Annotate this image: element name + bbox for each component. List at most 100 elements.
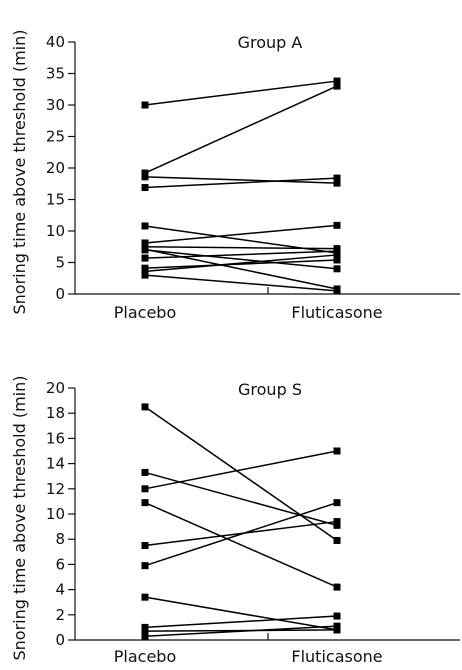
data-point-fluticasone bbox=[333, 626, 341, 634]
data-point-fluticasone bbox=[333, 447, 341, 455]
data-point-placebo bbox=[141, 593, 149, 601]
y-tick-label: 30 bbox=[46, 96, 65, 114]
series-line bbox=[144, 501, 338, 567]
y-tick-label: 10 bbox=[46, 222, 65, 240]
data-point-fluticasone bbox=[333, 612, 341, 620]
y-tick-label: 18 bbox=[46, 404, 65, 422]
y-tick-label: 4 bbox=[55, 581, 65, 599]
series-line bbox=[144, 177, 338, 189]
data-point-placebo bbox=[141, 271, 149, 279]
data-point-placebo bbox=[141, 562, 149, 570]
data-point-placebo bbox=[141, 246, 149, 254]
series-line bbox=[144, 625, 338, 637]
y-tick-label: 12 bbox=[46, 480, 65, 498]
series-pair bbox=[141, 622, 341, 640]
data-point-placebo bbox=[141, 403, 149, 411]
series-line bbox=[144, 615, 338, 629]
series-pair bbox=[141, 82, 341, 177]
y-tick-label: 5 bbox=[55, 254, 65, 272]
series-pair bbox=[141, 403, 341, 544]
chart-title: Group S bbox=[238, 380, 302, 399]
data-point-fluticasone bbox=[333, 221, 341, 229]
x-category-label: Fluticasone bbox=[291, 303, 382, 322]
data-point-fluticasone bbox=[333, 622, 341, 630]
data-point-fluticasone bbox=[333, 174, 341, 182]
series-line bbox=[144, 501, 338, 588]
data-point-fluticasone bbox=[333, 583, 341, 591]
data-point-placebo bbox=[141, 627, 149, 635]
series-line bbox=[144, 85, 338, 174]
series-line bbox=[144, 259, 338, 269]
data-point-placebo bbox=[141, 632, 149, 640]
y-tick-label: 6 bbox=[55, 555, 65, 573]
series-pair bbox=[141, 243, 341, 253]
y-tick-label: 20 bbox=[46, 379, 65, 397]
data-point-placebo bbox=[141, 239, 149, 247]
data-point-placebo bbox=[141, 468, 149, 476]
series-pair bbox=[141, 499, 341, 591]
y-tick-label: 0 bbox=[55, 631, 65, 649]
panel-group-a: 0 5 10 15 20 25 30 35 40 Placebo Fluticasone Snorin… bbox=[10, 30, 460, 322]
series-line bbox=[144, 176, 338, 184]
series-pair bbox=[141, 173, 341, 187]
data-point-placebo bbox=[141, 267, 149, 275]
axes bbox=[68, 41, 460, 295]
data-point-placebo bbox=[141, 184, 149, 192]
data-point-fluticasone bbox=[333, 265, 341, 273]
series-pair bbox=[141, 499, 341, 570]
series-pair bbox=[141, 77, 341, 109]
data-point-fluticasone bbox=[333, 247, 341, 255]
data-point-fluticasone bbox=[333, 179, 341, 187]
y-tick-label: 15 bbox=[46, 191, 65, 209]
data-point-fluticasone bbox=[333, 251, 341, 259]
y-tick-label: 25 bbox=[46, 128, 65, 146]
data-point-fluticasone bbox=[333, 256, 341, 264]
data-point-fluticasone bbox=[333, 77, 341, 85]
y-tick-label: 2 bbox=[55, 606, 65, 624]
series-pair bbox=[141, 247, 341, 262]
series-line bbox=[144, 248, 338, 290]
series-pair bbox=[141, 612, 341, 631]
series-line bbox=[144, 596, 338, 631]
series-line bbox=[144, 246, 338, 250]
series-line bbox=[144, 80, 338, 106]
series-pair bbox=[141, 251, 341, 275]
chart-title: Group A bbox=[238, 33, 303, 52]
series-line bbox=[144, 274, 338, 292]
y-tick-label: 16 bbox=[46, 429, 65, 447]
y-tick-label: 20 bbox=[46, 159, 65, 177]
data-point-placebo bbox=[141, 623, 149, 631]
series-line bbox=[144, 224, 338, 244]
data-point-placebo bbox=[141, 173, 149, 181]
x-category-label: Placebo bbox=[114, 647, 176, 666]
y-tick-label: 10 bbox=[46, 505, 65, 523]
y-tick-label: 14 bbox=[46, 455, 65, 473]
data-point-placebo bbox=[141, 222, 149, 230]
series-pair bbox=[141, 447, 341, 493]
y-tick-label: 0 bbox=[55, 285, 65, 303]
data-point-fluticasone bbox=[333, 499, 341, 507]
y-tick-label: 40 bbox=[46, 33, 65, 51]
series-pair bbox=[141, 174, 341, 192]
series-pair bbox=[141, 271, 341, 295]
series-pair bbox=[141, 468, 341, 529]
y-axis-title: Snoring time above threshold (min) bbox=[10, 30, 29, 315]
data-point-fluticasone bbox=[333, 82, 341, 90]
data-point-placebo bbox=[141, 542, 149, 549]
data-point-fluticasone bbox=[333, 287, 341, 295]
series-pair bbox=[141, 221, 341, 247]
panel-group-s: 0 2 4 6 8 10 12 14 16 18 20 Placebo Fluticasone Snori… bbox=[10, 376, 460, 666]
series-line bbox=[144, 249, 338, 270]
series-line bbox=[144, 471, 338, 527]
data-point-fluticasone bbox=[333, 536, 341, 544]
y-tick-label: 8 bbox=[55, 530, 65, 548]
x-category-label: Placebo bbox=[114, 303, 176, 322]
data-point-placebo bbox=[141, 169, 149, 177]
data-point-placebo bbox=[141, 101, 149, 109]
series-line bbox=[144, 254, 338, 273]
y-axis-title: Snoring time above threshold (min) bbox=[10, 376, 29, 661]
series-line bbox=[144, 450, 338, 490]
series-line bbox=[144, 406, 338, 542]
series-line bbox=[144, 250, 338, 259]
